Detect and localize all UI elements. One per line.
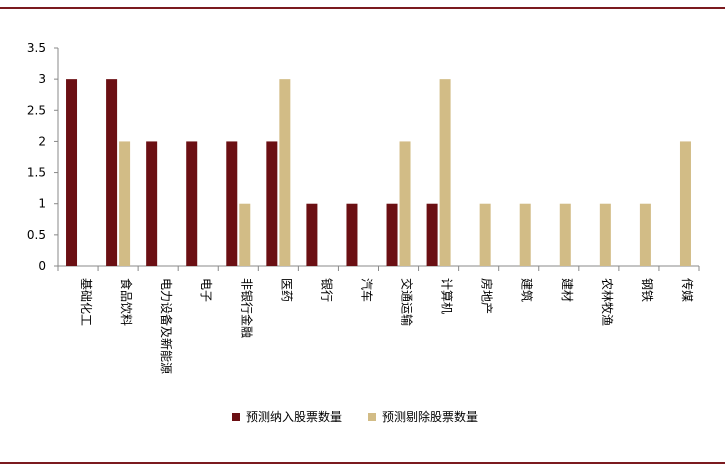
- x-category-label: 农林牧渔: [600, 278, 614, 326]
- bar-include: [306, 203, 318, 266]
- legend-item-exclude: 预测剔除股票数量: [368, 408, 478, 425]
- bar-exclude: [559, 203, 571, 266]
- x-category-label: 房地产: [480, 278, 495, 314]
- bar-include: [386, 203, 398, 266]
- y-tick-label: 0.5: [27, 228, 46, 242]
- bottom-rule: [0, 462, 725, 464]
- bar-include: [106, 79, 118, 267]
- bar-include: [186, 141, 198, 266]
- bar-exclude: [439, 79, 451, 267]
- x-category-label: 食品饮料: [119, 278, 134, 326]
- x-category-label: 电子: [199, 278, 213, 302]
- bar-exclude: [679, 141, 691, 266]
- x-category-label: 交通运输: [400, 278, 415, 326]
- bar-include: [146, 141, 158, 266]
- x-category-label: 汽车: [359, 278, 374, 302]
- bar-include: [226, 141, 238, 266]
- y-tick-label: 2: [38, 134, 46, 148]
- x-category-label: 钢铁: [640, 278, 654, 302]
- x-category-label: 建筑: [520, 278, 535, 302]
- x-category-label: 建材: [560, 278, 574, 302]
- y-tick-label: 0: [38, 259, 46, 273]
- x-category-label: 医药: [279, 278, 293, 302]
- x-category-label: 银行: [319, 278, 333, 302]
- x-category-label: 传媒: [680, 278, 695, 302]
- top-rule: [0, 7, 725, 9]
- x-category-label: 计算机: [440, 278, 455, 314]
- bar-exclude: [239, 203, 251, 266]
- bar-include: [426, 203, 438, 266]
- y-tick-label: 3: [38, 72, 46, 86]
- legend: 预测纳入股票数量 预测剔除股票数量: [232, 408, 478, 425]
- y-tick-label: 2.5: [27, 103, 46, 117]
- legend-swatch-exclude: [368, 412, 377, 421]
- bar-exclude: [639, 203, 651, 266]
- bar-exclude: [479, 203, 491, 266]
- bar-exclude: [119, 141, 131, 266]
- bar-exclude: [399, 141, 411, 266]
- legend-label-include: 预测纳入股票数量: [246, 410, 343, 424]
- bar-include: [346, 203, 358, 266]
- bar-exclude: [279, 79, 291, 267]
- y-tick-label: 1.5: [27, 166, 46, 180]
- legend-item-include: 预测纳入股票数量: [232, 408, 342, 425]
- bar-include: [66, 79, 78, 267]
- legend-label-exclude: 预测剔除股票数量: [382, 410, 479, 424]
- bar-exclude: [599, 203, 611, 266]
- x-category-label: 基础化工: [79, 278, 93, 326]
- legend-swatch-include: [232, 412, 240, 421]
- bar-include: [266, 141, 278, 266]
- x-category-label: 电力设备及新能源: [159, 278, 174, 374]
- bar-exclude: [519, 203, 531, 266]
- y-tick-label: 1: [38, 197, 46, 211]
- y-tick-label: 3.5: [27, 41, 46, 55]
- x-category-label: 非银行金融: [239, 278, 254, 338]
